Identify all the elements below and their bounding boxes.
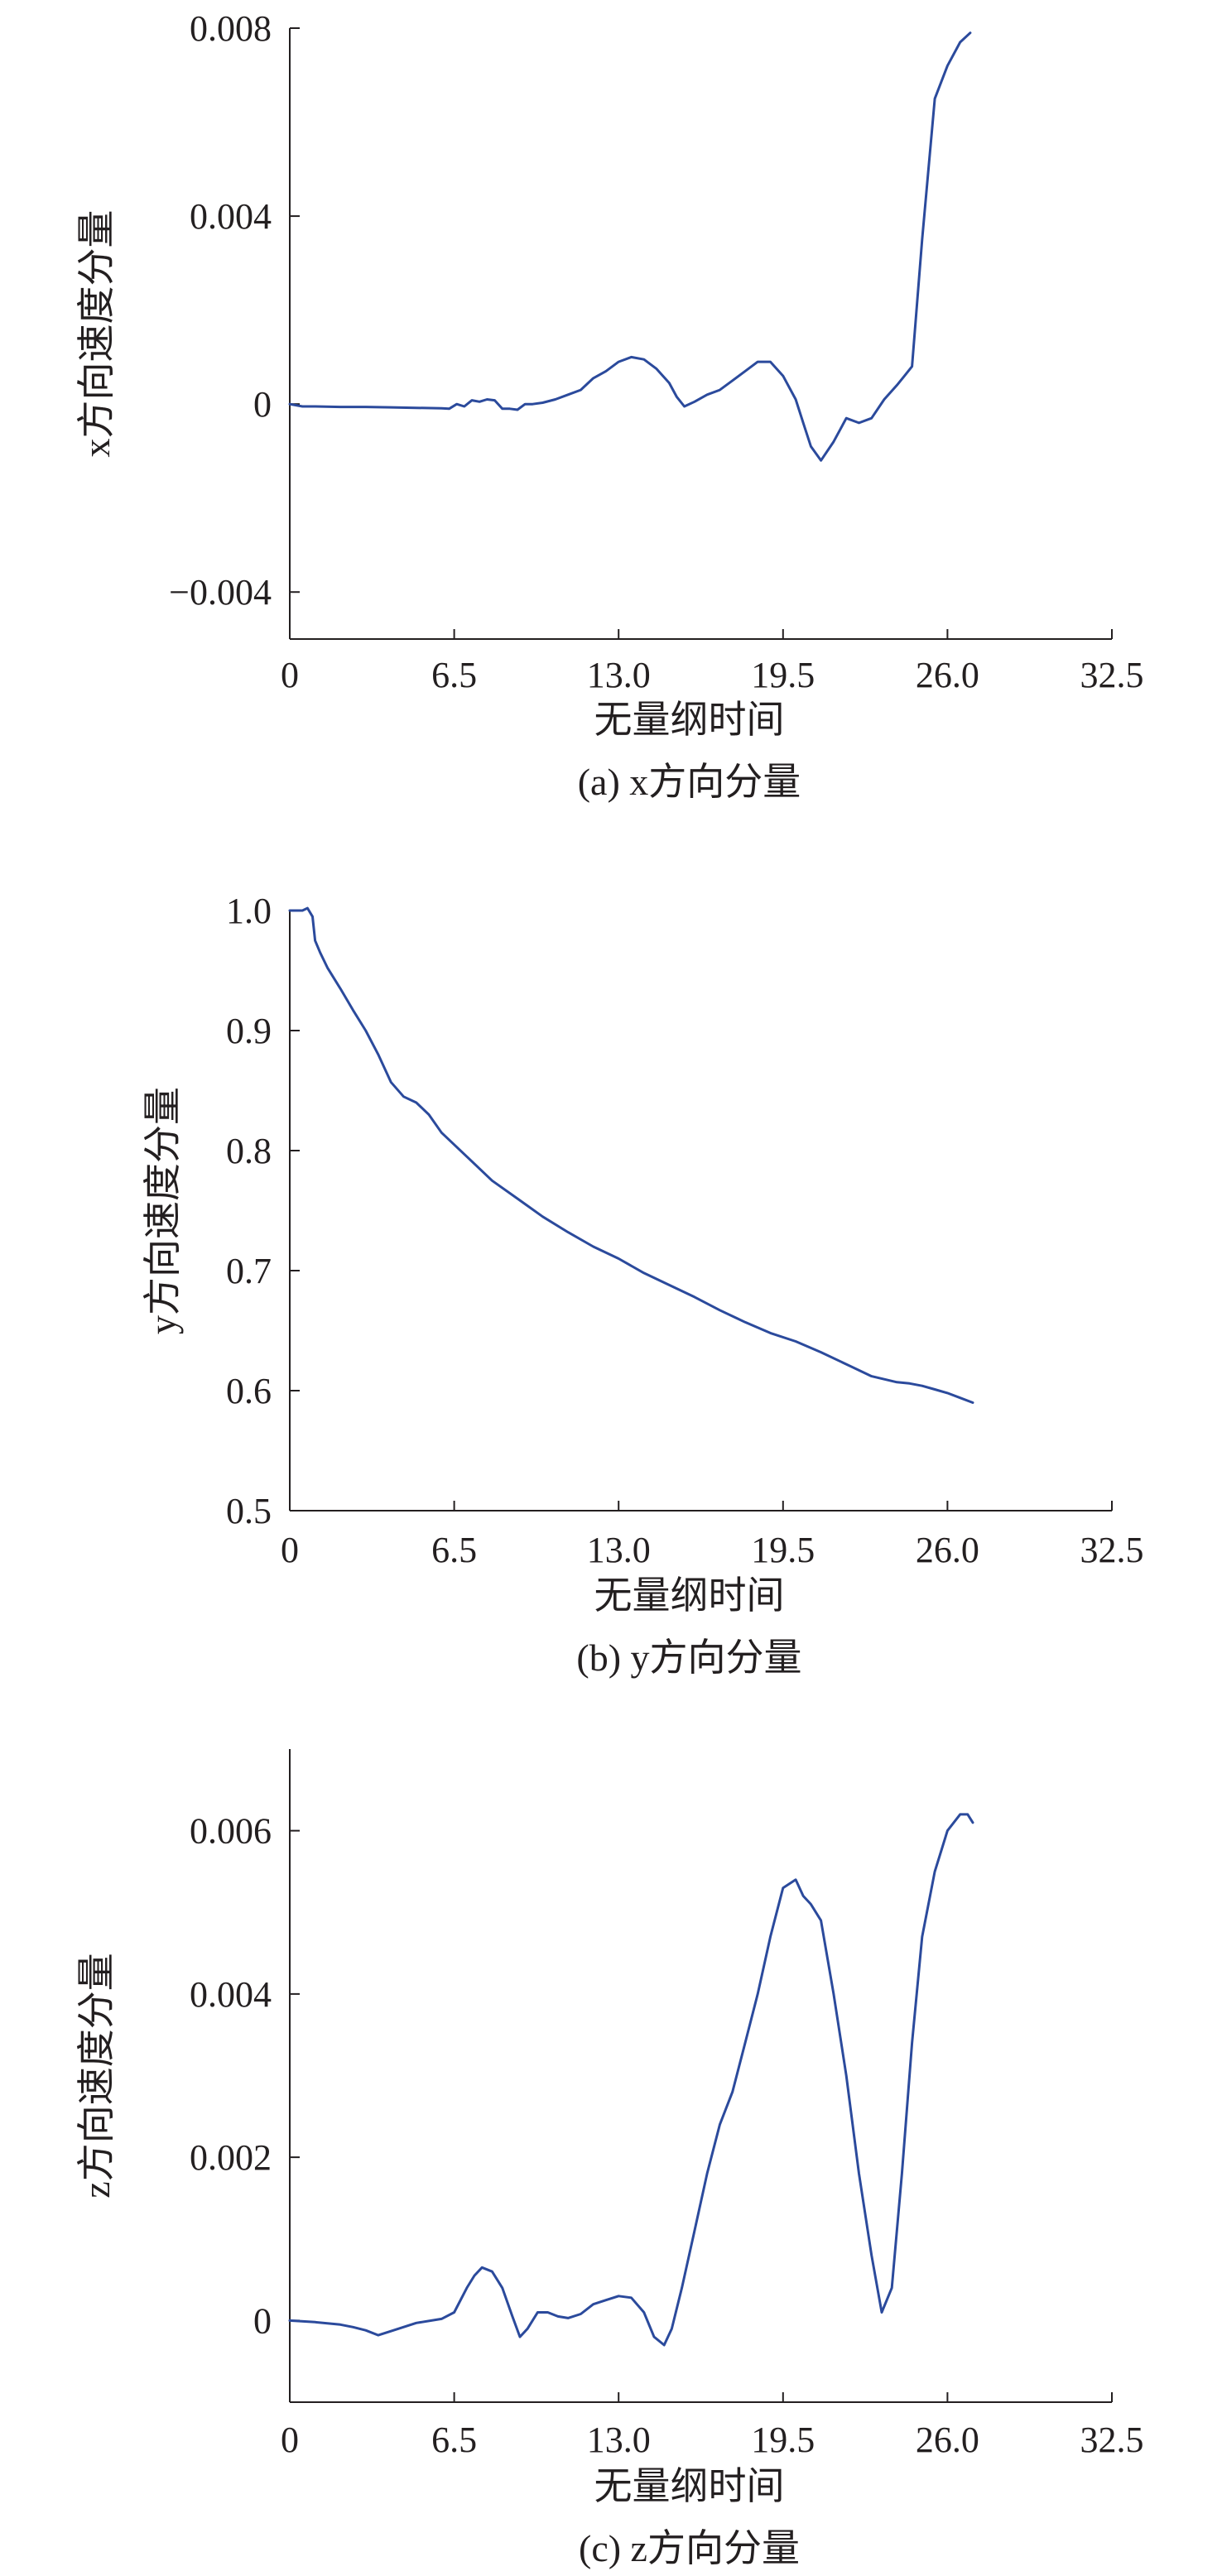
y-axis-title: z方向速度分量 — [75, 1953, 118, 2198]
y-tick-label: −0.004 — [169, 572, 272, 613]
y-tick-label: 0.5 — [226, 1491, 272, 1531]
x-tick-label: 26.0 — [916, 655, 979, 695]
y-axis-title: y方向速度分量 — [142, 1087, 184, 1334]
data-series-line — [288, 906, 974, 1404]
x-tick-label: 13.0 — [587, 2420, 651, 2460]
y-axis-title: x方向速度分量 — [75, 210, 118, 458]
x-axis-title: 无量纲时间 — [594, 2465, 785, 2507]
x-tick-label: 26.0 — [916, 1530, 979, 1570]
x-tick-label: 32.5 — [1080, 1530, 1144, 1570]
x-tick-label: 6.5 — [431, 2420, 477, 2460]
x-tick-label: 32.5 — [1080, 655, 1144, 695]
y-tick-label: 0.7 — [226, 1251, 272, 1291]
x-axis-title: 无量纲时间 — [594, 1574, 785, 1617]
x-tick-label: 6.5 — [431, 655, 477, 695]
x-tick-label: 19.5 — [751, 1530, 815, 1570]
x-tick-label: 13.0 — [587, 655, 651, 695]
y-tick-label: 0.004 — [190, 1974, 272, 2015]
y-tick-label: 0.9 — [226, 1011, 272, 1051]
x-tick-label: 0 — [281, 2420, 299, 2460]
panel-caption: (b) y方向分量 — [576, 1636, 801, 1679]
data-series-line — [288, 1813, 974, 2347]
x-tick-label: 32.5 — [1080, 2420, 1144, 2460]
y-tick-label: 0 — [253, 384, 272, 425]
y-tick-label: 0.6 — [226, 1371, 272, 1411]
x-tick-label: 13.0 — [587, 1530, 651, 1570]
chart-panel-3: 0 6.5 13.0 19.5 26.0 32.5 0 0.002 0.004 0.006 无量纲时… — [75, 1749, 1144, 2569]
y-tick-label: 0.006 — [190, 1811, 272, 1852]
panel-caption: (a) x方向分量 — [578, 761, 801, 803]
x-tick-label: 0 — [281, 1530, 299, 1570]
y-tick-label: 0.8 — [226, 1131, 272, 1171]
chart-panel-2: 0 6.5 13.0 19.5 26.0 32.5 0.5 0.6 0.7 0.8 0.9 1.0 无量… — [142, 891, 1144, 1679]
y-tick-label: 0.008 — [190, 8, 272, 49]
panel-caption: (c) z方向分量 — [579, 2527, 800, 2569]
x-tick-label: 6.5 — [431, 1530, 477, 1570]
chart-panel-1: 0 6.5 13.0 19.5 26.0 32.5 −0.004 0 0.004 0.008 无量纲… — [75, 8, 1144, 803]
y-tick-label: 0.002 — [190, 2137, 272, 2178]
x-tick-label: 26.0 — [916, 2420, 979, 2460]
x-axis-title: 无量纲时间 — [594, 699, 785, 741]
x-tick-label: 19.5 — [751, 655, 815, 695]
data-series-line — [288, 31, 972, 462]
y-tick-label: 0 — [253, 2300, 272, 2341]
x-tick-label: 19.5 — [751, 2420, 815, 2460]
y-tick-label: 1.0 — [226, 891, 272, 931]
x-tick-label: 0 — [281, 655, 299, 695]
y-tick-label: 0.004 — [190, 196, 272, 237]
